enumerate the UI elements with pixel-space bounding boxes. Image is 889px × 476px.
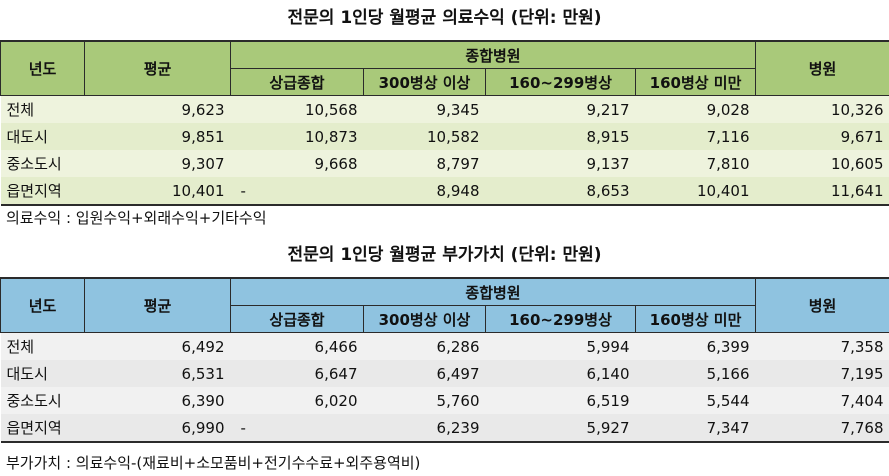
header-under-160: 160병상 미만 bbox=[634, 305, 757, 333]
cell-tertiary: 9,668 bbox=[230, 150, 364, 177]
cell-300-plus: 6,239 bbox=[363, 414, 486, 443]
cell-hospital: 9,671 bbox=[755, 123, 889, 150]
cell-average: 9,307 bbox=[84, 150, 231, 177]
cell-300-plus: 6,497 bbox=[363, 360, 486, 387]
table-row: 대도시 6,531 6,647 6,497 6,140 5,166 7,195 bbox=[0, 360, 889, 387]
cell-average: 6,390 bbox=[84, 387, 231, 414]
cell-300-plus: 6,286 bbox=[363, 332, 486, 360]
header-300-plus: 300병상 이상 bbox=[363, 68, 486, 96]
cell-hospital: 10,326 bbox=[755, 95, 889, 123]
cell-average: 6,492 bbox=[84, 332, 231, 360]
row-label: 읍면지역 bbox=[0, 177, 85, 206]
cell-tertiary: 6,020 bbox=[230, 387, 364, 414]
cell-tertiary: 6,466 bbox=[230, 332, 364, 360]
revenue-table: 년도 평균 종합병원 병원 상급종합 300병상 이상 160~299병상 16… bbox=[0, 40, 889, 206]
table2-title: 전문의 1인당 월평균 부가가치 (단위: 만원) bbox=[287, 245, 602, 265]
header-under-160: 160병상 미만 bbox=[634, 68, 757, 96]
cell-160-299: 6,519 bbox=[485, 387, 636, 414]
table-row: 대도시 9,851 10,873 10,582 8,915 7,116 9,67… bbox=[0, 123, 889, 150]
row-label: 대도시 bbox=[0, 360, 85, 387]
table2-footnote: 부가가치 : 의료수익-(재료비+소모품비+전기수수료+외주용역비) bbox=[6, 454, 421, 472]
cell-160-299: 5,994 bbox=[485, 332, 636, 360]
cell-hospital: 7,195 bbox=[755, 360, 889, 387]
cell-hospital: 11,641 bbox=[755, 177, 889, 206]
table-row: 읍면지역 6,990 - 6,239 5,927 7,347 7,768 bbox=[0, 414, 889, 443]
cell-300-plus: 10,582 bbox=[363, 123, 486, 150]
cell-average: 6,990 bbox=[84, 414, 231, 443]
row-label: 중소도시 bbox=[0, 387, 85, 414]
cell-average: 9,851 bbox=[84, 123, 231, 150]
cell-under-160: 7,116 bbox=[635, 123, 756, 150]
cell-under-160: 9,028 bbox=[635, 95, 756, 123]
cell-under-160: 5,544 bbox=[635, 387, 756, 414]
table1-footnote: 의료수익 : 입원수익+외래수익+기타수익 bbox=[6, 209, 267, 227]
header-tertiary: 상급종합 bbox=[230, 68, 364, 96]
header-average: 평균 bbox=[84, 40, 231, 96]
cell-hospital: 7,404 bbox=[755, 387, 889, 414]
cell-tertiary: 10,568 bbox=[230, 95, 364, 123]
cell-average: 6,531 bbox=[84, 360, 231, 387]
cell-160-299: 9,137 bbox=[485, 150, 636, 177]
table-row: 중소도시 6,390 6,020 5,760 6,519 5,544 7,404 bbox=[0, 387, 889, 414]
cell-under-160: 7,347 bbox=[635, 414, 756, 443]
cell-tertiary: - bbox=[230, 414, 364, 443]
table-row: 전체 6,492 6,466 6,286 5,994 6,399 7,358 bbox=[0, 332, 889, 360]
header-year: 년도 bbox=[0, 40, 85, 96]
cell-300-plus: 8,948 bbox=[363, 177, 486, 206]
value-added-table: 년도 평균 종합병원 병원 상급종합 300병상 이상 160~299병상 16… bbox=[0, 277, 889, 443]
cell-under-160: 10,401 bbox=[635, 177, 756, 206]
header-year: 년도 bbox=[0, 277, 85, 333]
header-160-299: 160~299병상 bbox=[485, 68, 636, 96]
row-label: 전체 bbox=[0, 332, 85, 360]
row-label: 전체 bbox=[0, 95, 85, 123]
cell-160-299: 8,653 bbox=[485, 177, 636, 206]
table-row: 중소도시 9,307 9,668 8,797 9,137 7,810 10,60… bbox=[0, 150, 889, 177]
cell-under-160: 7,810 bbox=[635, 150, 756, 177]
cell-tertiary: 10,873 bbox=[230, 123, 364, 150]
cell-under-160: 6,399 bbox=[635, 332, 756, 360]
cell-300-plus: 9,345 bbox=[363, 95, 486, 123]
cell-160-299: 6,140 bbox=[485, 360, 636, 387]
cell-hospital: 7,358 bbox=[755, 332, 889, 360]
cell-average: 10,401 bbox=[84, 177, 231, 206]
table1-title: 전문의 1인당 월평균 의료수익 (단위: 만원) bbox=[287, 8, 602, 28]
header-tertiary: 상급종합 bbox=[230, 305, 364, 333]
header-general-hospital: 종합병원 bbox=[229, 40, 757, 69]
row-label: 읍면지역 bbox=[0, 414, 85, 443]
table-row: 읍면지역 10,401 - 8,948 8,653 10,401 11,641 bbox=[0, 177, 889, 206]
header-hospital: 병원 bbox=[755, 40, 889, 96]
cell-hospital: 7,768 bbox=[755, 414, 889, 443]
cell-average: 9,623 bbox=[84, 95, 231, 123]
cell-hospital: 10,605 bbox=[755, 150, 889, 177]
header-300-plus: 300병상 이상 bbox=[363, 305, 486, 333]
header-160-299: 160~299병상 bbox=[485, 305, 636, 333]
header-average: 평균 bbox=[84, 277, 231, 333]
table-row: 전체 9,623 10,568 9,345 9,217 9,028 10,326 bbox=[0, 95, 889, 123]
cell-160-299: 5,927 bbox=[485, 414, 636, 443]
cell-under-160: 5,166 bbox=[635, 360, 756, 387]
cell-160-299: 9,217 bbox=[485, 95, 636, 123]
header-general-hospital: 종합병원 bbox=[229, 277, 757, 306]
cell-300-plus: 8,797 bbox=[363, 150, 486, 177]
row-label: 중소도시 bbox=[0, 150, 85, 177]
header-hospital: 병원 bbox=[755, 277, 889, 333]
cell-tertiary: - bbox=[230, 177, 364, 206]
cell-160-299: 8,915 bbox=[485, 123, 636, 150]
row-label: 대도시 bbox=[0, 123, 85, 150]
cell-tertiary: 6,647 bbox=[230, 360, 364, 387]
cell-300-plus: 5,760 bbox=[363, 387, 486, 414]
